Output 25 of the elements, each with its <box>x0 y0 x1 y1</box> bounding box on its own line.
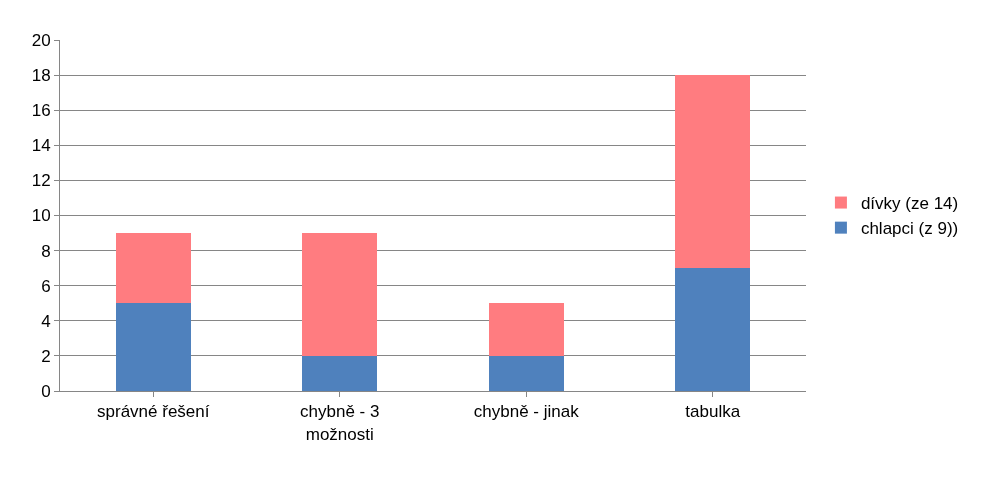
bar <box>302 233 378 356</box>
y-tick-label: 4 <box>41 311 51 331</box>
y-tick-label: 0 <box>41 381 51 401</box>
y-tick-label: 16 <box>31 101 51 121</box>
y-tick-label: 8 <box>41 241 51 261</box>
bar <box>675 75 751 269</box>
bar <box>302 355 378 391</box>
x-tick-label: tabulka <box>685 402 741 422</box>
x-tick-label: chybně - jinak <box>473 402 580 422</box>
legend-label: chlapci (z 9)) <box>860 219 959 239</box>
x-tick-label: chybně - 3 možnosti <box>300 402 380 444</box>
y-tick-label: 18 <box>31 66 51 86</box>
y-tick-label: 12 <box>31 171 51 191</box>
legend-label: dívky (ze 14) <box>860 194 959 214</box>
bar <box>488 355 564 391</box>
y-tick-label: 6 <box>41 276 51 296</box>
y-tick-label: 14 <box>31 136 51 156</box>
y-tick-label: 20 <box>31 30 51 50</box>
bar <box>488 303 564 356</box>
bar <box>675 268 751 391</box>
y-tick-label: 2 <box>41 346 51 366</box>
bar <box>115 233 191 304</box>
x-tick-label: správné řešení <box>97 402 210 422</box>
bar <box>115 303 191 391</box>
y-tick-label: 10 <box>31 206 51 226</box>
